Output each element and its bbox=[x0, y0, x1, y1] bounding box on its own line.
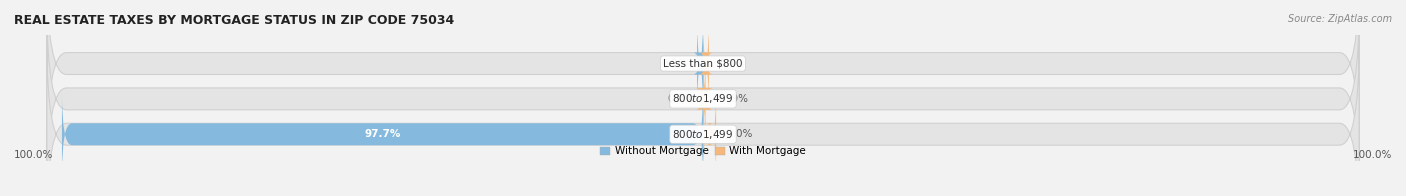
Text: REAL ESTATE TAXES BY MORTGAGE STATUS IN ZIP CODE 75034: REAL ESTATE TAXES BY MORTGAGE STATUS IN … bbox=[14, 14, 454, 27]
FancyBboxPatch shape bbox=[46, 39, 1360, 196]
Text: 0.9%: 0.9% bbox=[661, 59, 688, 69]
Text: 97.7%: 97.7% bbox=[364, 129, 401, 139]
Text: $800 to $1,499: $800 to $1,499 bbox=[672, 128, 734, 141]
Text: 0.39%: 0.39% bbox=[716, 94, 748, 104]
Text: 100.0%: 100.0% bbox=[14, 150, 53, 160]
Text: 0.9%: 0.9% bbox=[718, 59, 745, 69]
Text: 100.0%: 100.0% bbox=[1353, 150, 1392, 160]
Text: Source: ZipAtlas.com: Source: ZipAtlas.com bbox=[1288, 14, 1392, 24]
Text: $800 to $1,499: $800 to $1,499 bbox=[672, 92, 734, 105]
Text: 0.0%: 0.0% bbox=[666, 94, 693, 104]
Text: Less than $800: Less than $800 bbox=[664, 59, 742, 69]
FancyBboxPatch shape bbox=[62, 92, 703, 176]
FancyBboxPatch shape bbox=[696, 57, 713, 141]
FancyBboxPatch shape bbox=[46, 0, 1360, 159]
FancyBboxPatch shape bbox=[703, 92, 716, 176]
Legend: Without Mortgage, With Mortgage: Without Mortgage, With Mortgage bbox=[596, 142, 810, 161]
FancyBboxPatch shape bbox=[699, 22, 713, 106]
Text: 2.0%: 2.0% bbox=[725, 129, 752, 139]
FancyBboxPatch shape bbox=[46, 4, 1360, 194]
FancyBboxPatch shape bbox=[693, 22, 707, 106]
